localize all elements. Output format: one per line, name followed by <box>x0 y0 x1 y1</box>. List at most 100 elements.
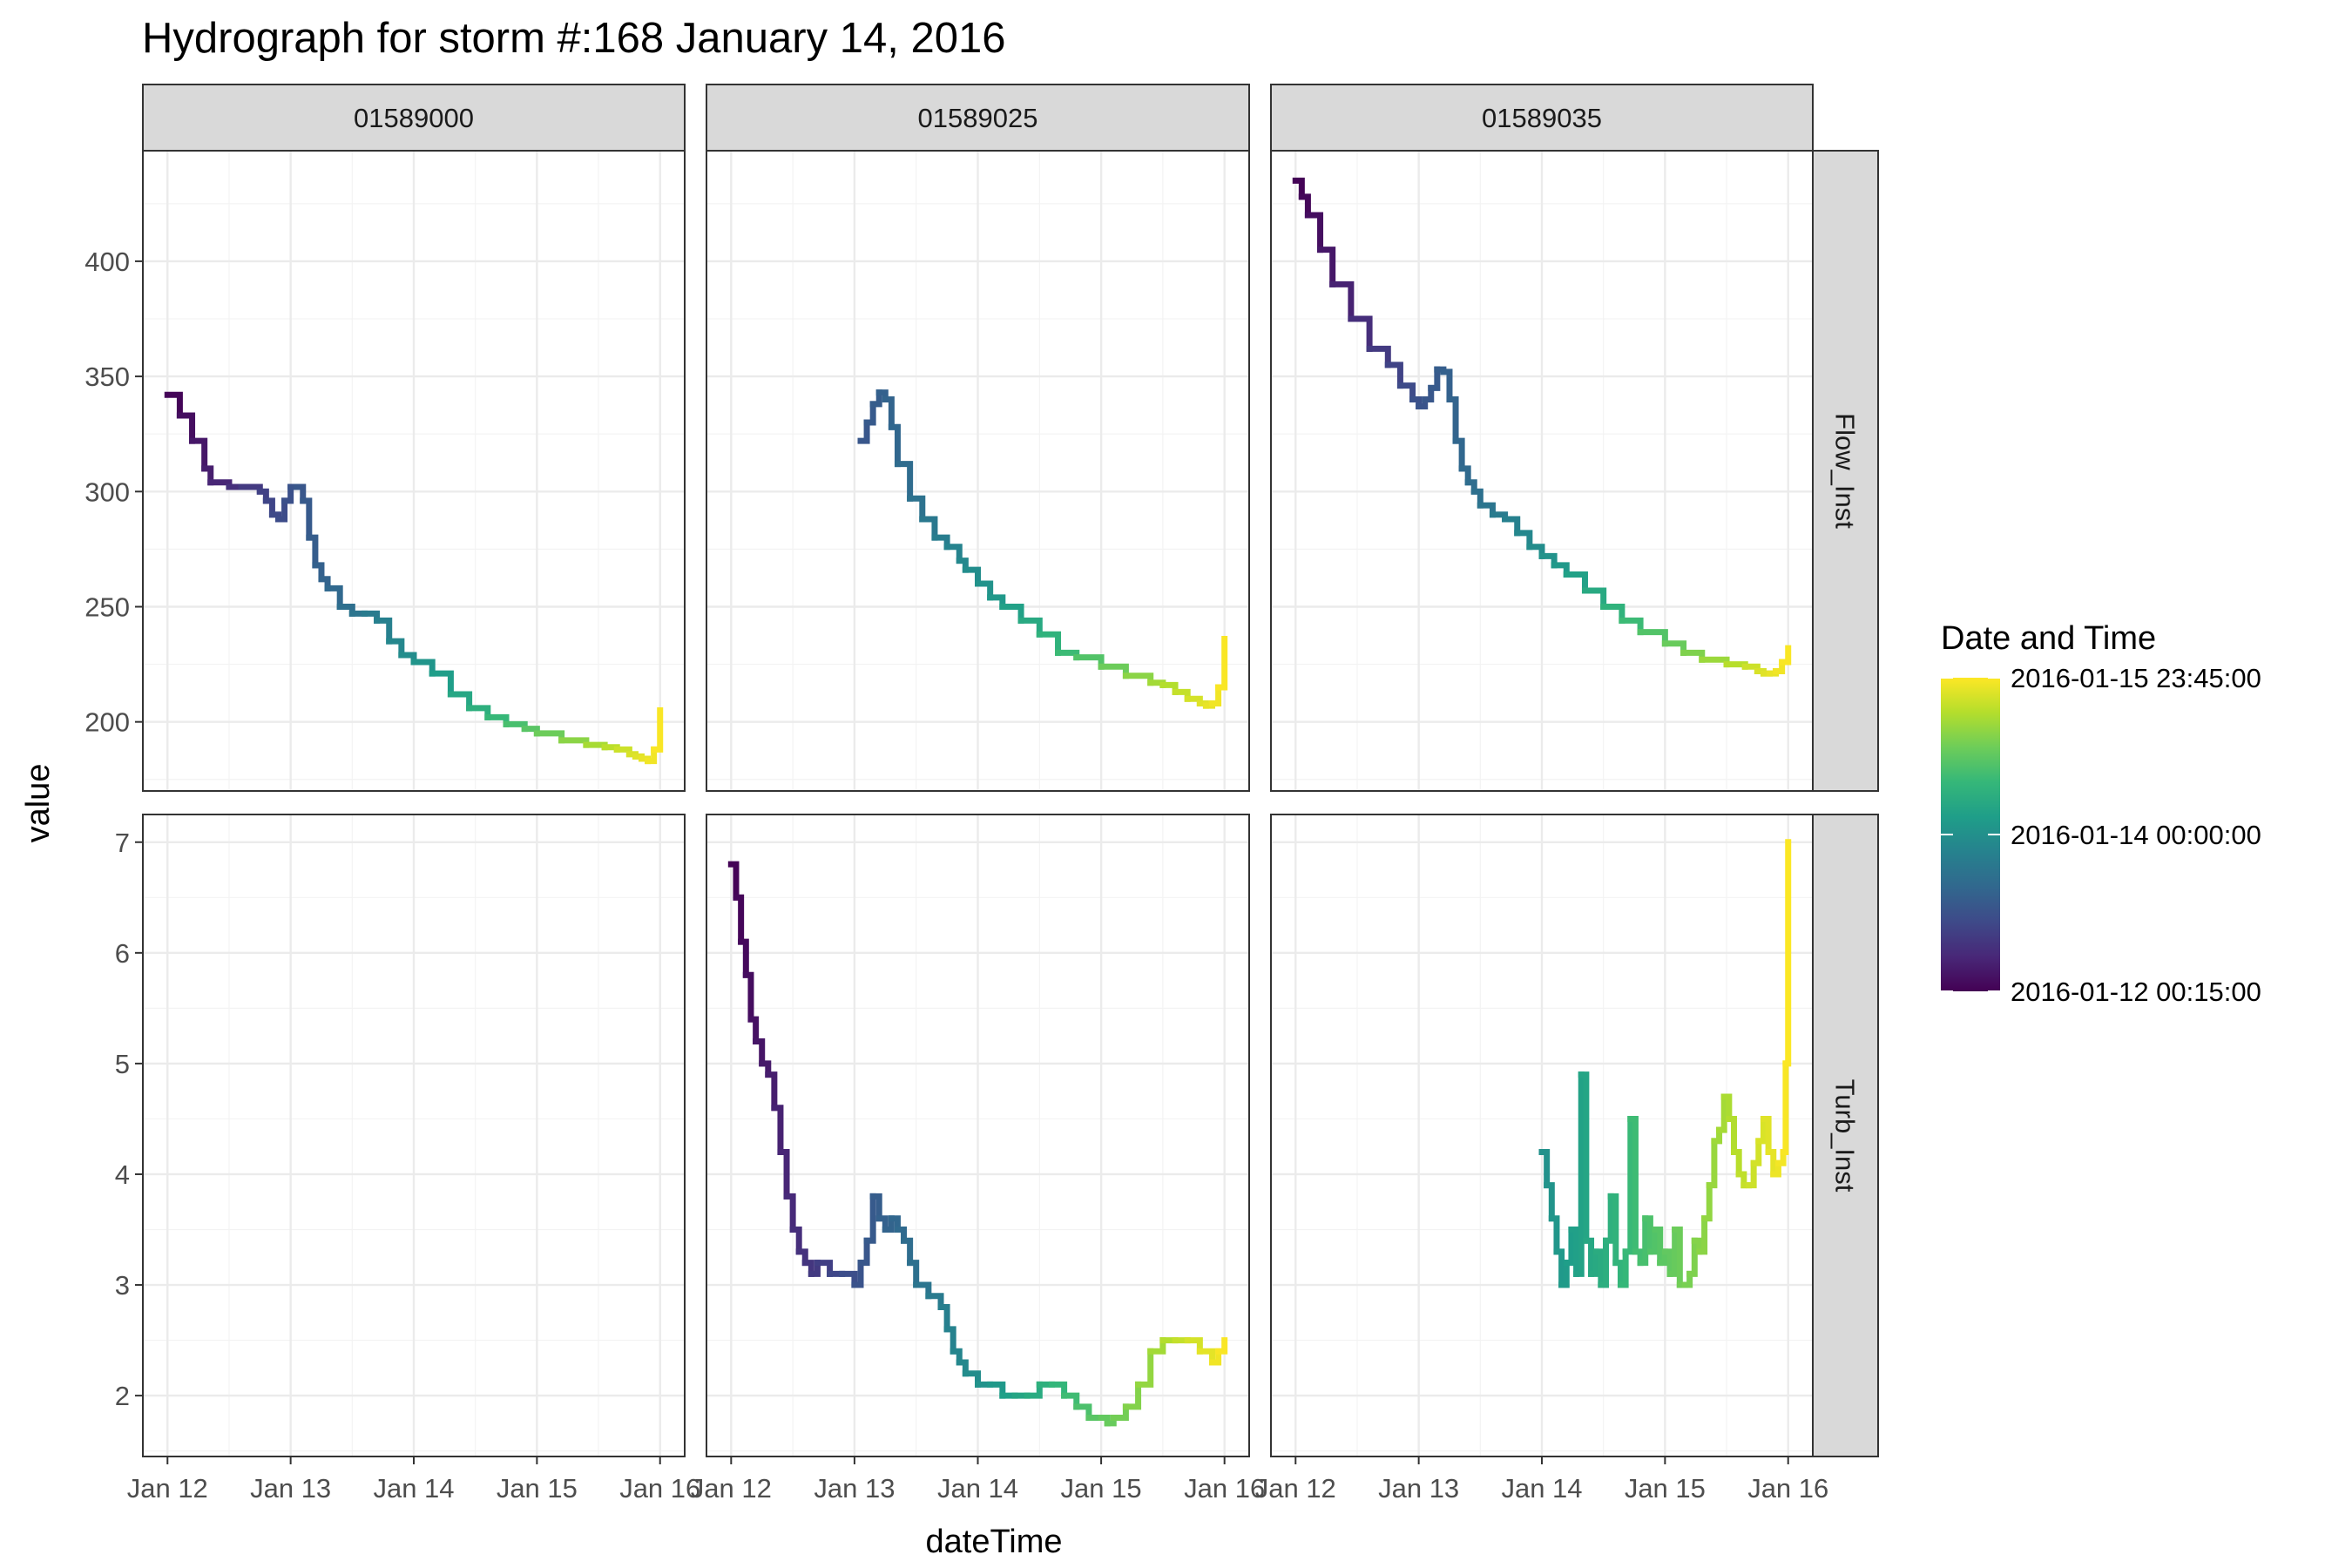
series-step <box>1774 1149 1787 1166</box>
legend-title: Date and Time <box>1941 620 2156 657</box>
x-tick-label: Jan 15 <box>1625 1473 1706 1504</box>
x-tick-label: Jan 15 <box>1061 1473 1142 1504</box>
series-step <box>1514 530 1533 551</box>
series-step <box>1780 1060 1789 1156</box>
series-step <box>1036 631 1062 656</box>
series-step <box>1502 516 1521 537</box>
series-step <box>1568 1227 1580 1277</box>
series-step <box>777 1149 790 1200</box>
series-step <box>1779 645 1792 666</box>
series-step <box>1607 1193 1619 1267</box>
x-tick-label: Jan 12 <box>691 1473 772 1504</box>
facet-panel-Turb_Inst-01589035 <box>1270 814 1814 1457</box>
series-step <box>1600 603 1625 624</box>
series-step <box>1098 663 1129 679</box>
series-step <box>1470 488 1484 509</box>
series-step <box>814 1260 834 1277</box>
series-step <box>1750 1138 1762 1166</box>
series-step <box>1745 1159 1757 1189</box>
series-step <box>1666 1227 1679 1277</box>
series-step <box>1598 1237 1610 1288</box>
series-step <box>1622 1115 1634 1255</box>
series-step <box>1706 1138 1718 1189</box>
series-step <box>1701 1182 1713 1222</box>
series-step <box>466 705 491 720</box>
series-step <box>1731 1149 1742 1178</box>
y-tick-label: 200 <box>84 707 130 738</box>
legend-label: 2016-01-14 00:00:00 <box>2011 820 2261 850</box>
series-step <box>1592 1248 1605 1288</box>
series-step <box>1538 552 1558 569</box>
series-step <box>901 1237 914 1267</box>
series-step <box>789 1227 802 1255</box>
series-step <box>1458 465 1471 486</box>
series-step <box>795 1248 808 1267</box>
x-tick-label: Jan 14 <box>373 1473 454 1504</box>
series-step <box>1464 479 1477 495</box>
legend-label: 2016-01-15 23:45:00 <box>2011 663 2261 693</box>
series-step <box>1765 1149 1777 1178</box>
y-tick-label: 6 <box>115 938 130 969</box>
series-step <box>1583 1237 1595 1277</box>
series-step <box>1672 1227 1683 1288</box>
series-step <box>1317 247 1336 287</box>
x-tick-label: Jan 14 <box>1501 1473 1582 1504</box>
series-step <box>275 497 288 523</box>
series-step <box>875 1215 889 1233</box>
series-step <box>907 1260 920 1288</box>
y-tick-label: 3 <box>115 1270 130 1301</box>
chart-title: Hydrograph for storm #:168 January 14, 2… <box>142 15 1005 62</box>
series-step <box>851 1260 864 1288</box>
series-step <box>374 617 393 645</box>
series-step <box>1428 366 1441 391</box>
series-step <box>1563 571 1588 594</box>
series-step <box>1553 1248 1565 1288</box>
series-step <box>410 659 436 677</box>
series-step <box>956 1359 969 1377</box>
series-step <box>306 534 319 569</box>
series-step <box>1073 654 1105 670</box>
y-tick-label: 400 <box>84 247 130 277</box>
series-step <box>1726 1115 1738 1156</box>
series-step <box>1215 1337 1228 1355</box>
y-tick-label: 2 <box>115 1381 130 1411</box>
series-step <box>1619 617 1644 636</box>
x-tick-label: Jan 16 <box>1747 1473 1828 1504</box>
series-step <box>1184 1337 1203 1355</box>
series-step <box>281 483 294 504</box>
series-step <box>1422 384 1435 403</box>
series-step <box>1526 544 1545 559</box>
series-step <box>987 594 1006 610</box>
series-step <box>888 423 901 468</box>
series-step <box>176 412 196 444</box>
series-step <box>164 391 183 419</box>
series-step <box>1551 562 1570 578</box>
series-step <box>1652 1227 1664 1267</box>
series-step <box>1538 1149 1551 1189</box>
series-step <box>1548 1215 1560 1255</box>
x-tick-label: Jan 12 <box>127 1473 208 1504</box>
series-step <box>201 465 214 486</box>
series-step <box>1696 1215 1708 1255</box>
series-step <box>753 1037 766 1067</box>
facet-panel-Turb_Inst-01589025 <box>706 814 1250 1457</box>
series-step <box>925 1293 944 1310</box>
series-step <box>765 1071 778 1112</box>
series-step <box>863 1193 876 1244</box>
x-tick-label: Jan 16 <box>619 1473 700 1504</box>
series-step <box>808 1260 821 1277</box>
series-step <box>1661 1248 1673 1277</box>
series-step <box>645 746 658 765</box>
series-step <box>1329 280 1355 322</box>
series-step <box>894 1227 908 1244</box>
series-step <box>1691 1237 1703 1255</box>
series-step <box>1581 587 1607 610</box>
series-step <box>888 1215 901 1233</box>
series-step <box>1440 368 1453 403</box>
series-step <box>1209 684 1222 707</box>
series-step <box>651 706 664 753</box>
series-step <box>1558 1260 1570 1288</box>
y-tick-label: 300 <box>84 476 130 507</box>
series-step <box>882 1215 895 1233</box>
